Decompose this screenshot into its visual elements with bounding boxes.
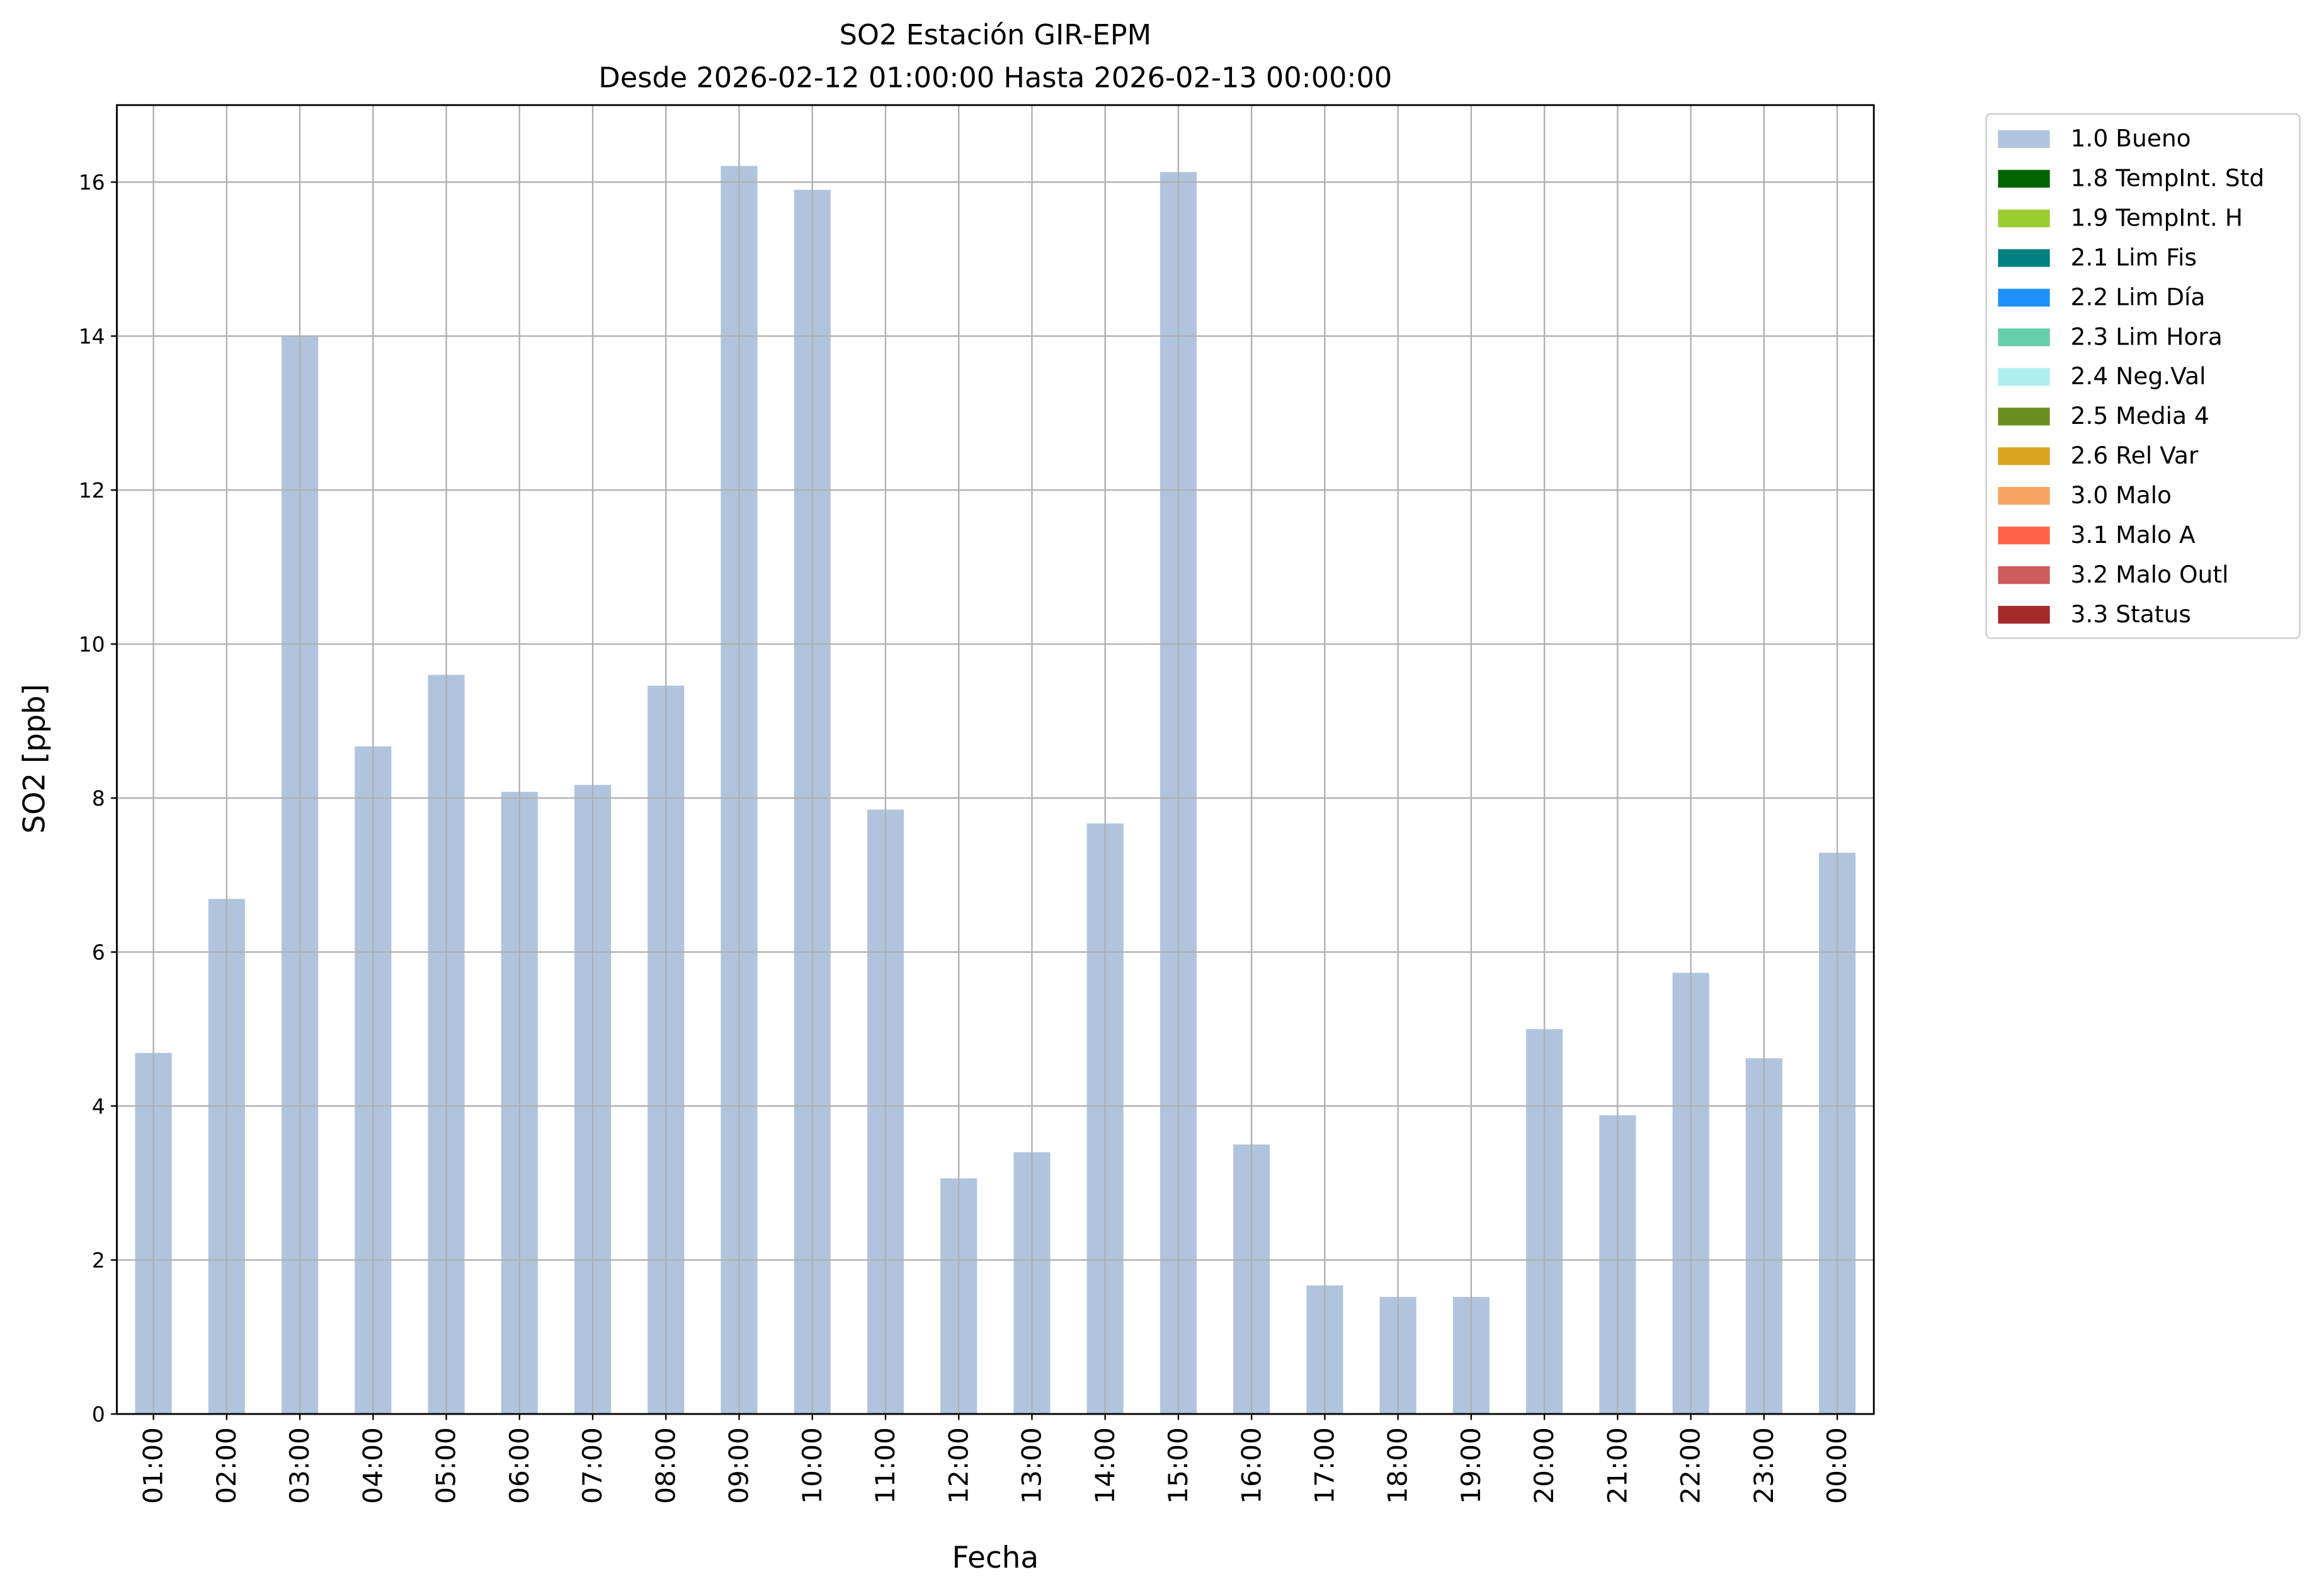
- legend-swatch: [1998, 566, 2050, 584]
- x-tick-label: 04:00: [357, 1427, 388, 1504]
- legend-box: [1985, 113, 2301, 639]
- legend-label: 2.4 Neg.Val: [2071, 362, 2206, 390]
- legend-swatch: [1998, 368, 2050, 386]
- chart-title: SO2 Estación GIR-EPM: [840, 19, 1152, 52]
- x-tick-label: 22:00: [1675, 1427, 1706, 1504]
- legend-label: 3.2 Malo Outl: [2071, 561, 2229, 588]
- legend-label: 3.0 Malo: [2071, 481, 2172, 509]
- x-tick-label: 14:00: [1090, 1427, 1120, 1504]
- x-tick-label: 09:00: [724, 1427, 755, 1504]
- x-tick-label: 07:00: [577, 1427, 608, 1504]
- x-tick-label: 12:00: [943, 1427, 974, 1504]
- legend-label: 1.0 Bueno: [2071, 125, 2191, 152]
- legend-label: 3.1 Malo A: [2071, 521, 2196, 549]
- x-tick-label: 00:00: [1821, 1427, 1852, 1504]
- x-tick-label: 18:00: [1382, 1427, 1413, 1504]
- legend-swatch: [1998, 408, 2050, 426]
- y-tick-label: 8: [92, 786, 105, 811]
- x-tick-label: 06:00: [504, 1427, 535, 1504]
- x-tick-label: 16:00: [1236, 1427, 1267, 1504]
- y-tick-label: 2: [92, 1248, 105, 1272]
- x-tick-label: 23:00: [1748, 1427, 1779, 1504]
- chart-subtitle: Desde 2026-02-12 01:00:00 Hasta 2026-02-…: [598, 62, 1392, 94]
- legend-swatch: [1998, 487, 2050, 505]
- legend-swatch: [1998, 209, 2050, 227]
- legend-swatch: [1998, 288, 2050, 307]
- legend-swatch: [1998, 328, 2050, 346]
- y-tick-label: 6: [92, 940, 105, 964]
- y-tick-label: 12: [79, 478, 105, 503]
- x-tick-label: 21:00: [1602, 1427, 1632, 1504]
- legend-label: 2.2 Lim Día: [2071, 283, 2206, 311]
- legend-label: 1.9 TempInt. H: [2071, 203, 2243, 231]
- x-tick-label: 03:00: [284, 1427, 315, 1504]
- legend-label: 1.8 TempInt. Std: [2071, 164, 2265, 192]
- x-tick-label: 02:00: [211, 1427, 242, 1504]
- x-tick-label: 05:00: [431, 1427, 462, 1504]
- y-tick-label: 10: [79, 632, 105, 656]
- legend-label: 2.6 Rel Var: [2071, 442, 2199, 469]
- legend-swatch: [1998, 169, 2050, 188]
- x-axis-label: Fecha: [952, 1541, 1039, 1575]
- legend-swatch: [1998, 249, 2050, 267]
- x-tick-label: 08:00: [650, 1427, 681, 1504]
- x-tick-label: 11:00: [870, 1427, 901, 1504]
- legend-swatch: [1998, 527, 2050, 545]
- x-tick-label: 17:00: [1309, 1427, 1340, 1504]
- y-tick-label: 0: [92, 1402, 105, 1427]
- y-tick-label: 16: [79, 170, 105, 195]
- x-tick-label: 20:00: [1529, 1427, 1559, 1504]
- grid: [117, 105, 1874, 1415]
- plot-frame: [116, 104, 1875, 1415]
- x-tick-label: 15:00: [1163, 1427, 1194, 1504]
- legend-label: 2.3 Lim Hora: [2071, 322, 2223, 350]
- legend-label: 3.3 Status: [2071, 600, 2191, 628]
- x-tick-label: 19:00: [1456, 1427, 1486, 1504]
- x-tick-label: 10:00: [797, 1427, 828, 1504]
- x-tick-label: 01:00: [138, 1427, 169, 1504]
- x-tick-label: 13:00: [1017, 1427, 1047, 1504]
- legend-label: 2.5 Media 4: [2071, 402, 2209, 430]
- legend-swatch: [1998, 605, 2050, 624]
- legend-swatch: [1998, 447, 2050, 465]
- legend-label: 2.1 Lim Fis: [2071, 243, 2197, 271]
- y-tick-label: 4: [92, 1094, 105, 1119]
- legend-swatch: [1998, 130, 2050, 148]
- y-axis-label: SO2 [ppb]: [17, 684, 52, 834]
- y-tick-label: 14: [79, 324, 105, 348]
